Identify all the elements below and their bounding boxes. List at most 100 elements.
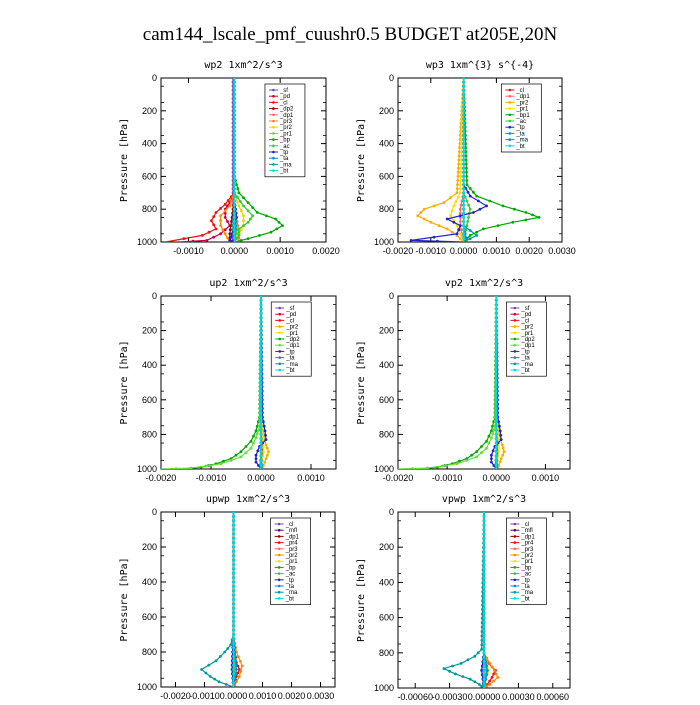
legend-label: _cl bbox=[520, 522, 529, 528]
data-point bbox=[475, 234, 479, 237]
data-point bbox=[259, 324, 263, 328]
y-tick-label: 800 bbox=[142, 647, 157, 657]
data-point bbox=[494, 333, 498, 337]
data-point bbox=[259, 428, 263, 432]
data-point bbox=[254, 460, 258, 464]
data-point bbox=[232, 183, 236, 187]
data-point bbox=[451, 664, 454, 668]
plot-frame bbox=[160, 295, 337, 470]
legend-marker bbox=[513, 350, 517, 353]
data-point bbox=[476, 651, 480, 655]
y-axis-label: Pressure [hPa] bbox=[356, 118, 367, 202]
data-point bbox=[437, 224, 441, 228]
x-tick-label: 0.0020 bbox=[312, 246, 340, 256]
data-point bbox=[244, 445, 248, 448]
data-point bbox=[232, 88, 236, 92]
legend-label: _sf bbox=[279, 88, 288, 94]
legend-label: _pr4 bbox=[520, 541, 534, 547]
data-point bbox=[204, 671, 208, 675]
y-tick-label: 800 bbox=[142, 204, 157, 214]
data-point bbox=[223, 202, 227, 206]
data-point bbox=[458, 220, 462, 223]
series-line-dp1 bbox=[161, 296, 262, 469]
data-point bbox=[232, 523, 235, 527]
data-point bbox=[281, 224, 284, 228]
data-point bbox=[232, 236, 236, 240]
data-point bbox=[259, 402, 263, 406]
data-point bbox=[478, 683, 481, 686]
data-point bbox=[494, 437, 498, 441]
data-point bbox=[494, 402, 498, 406]
data-point bbox=[432, 235, 436, 239]
data-point bbox=[246, 237, 250, 241]
data-point bbox=[232, 611, 235, 614]
legend-label: _pr2 bbox=[285, 553, 299, 559]
data-point bbox=[494, 303, 498, 306]
data-point bbox=[222, 459, 225, 463]
data-point bbox=[449, 196, 452, 200]
data-point bbox=[232, 199, 236, 203]
y-tick-label: 1000 bbox=[137, 464, 157, 474]
data-point bbox=[259, 311, 263, 315]
data-point bbox=[482, 607, 486, 611]
data-point bbox=[442, 667, 446, 670]
legend-label: _pr2 bbox=[520, 325, 534, 331]
data-point bbox=[456, 170, 460, 174]
data-point bbox=[232, 633, 235, 636]
data-point bbox=[232, 676, 235, 680]
data-point bbox=[482, 515, 486, 518]
data-point bbox=[482, 669, 486, 672]
series-line-ma bbox=[200, 512, 235, 687]
data-point bbox=[232, 175, 236, 178]
data-point bbox=[445, 227, 449, 231]
data-point bbox=[494, 320, 498, 324]
data-point bbox=[235, 668, 238, 671]
data-point bbox=[232, 567, 235, 571]
legend-label: _dp2 bbox=[279, 107, 294, 113]
data-point bbox=[259, 372, 263, 376]
data-point bbox=[494, 424, 498, 428]
series-line-ma bbox=[442, 512, 485, 688]
legend-marker bbox=[272, 169, 275, 172]
data-point bbox=[498, 424, 501, 428]
legend-marker bbox=[508, 119, 512, 123]
data-point bbox=[249, 217, 252, 221]
data-point bbox=[482, 523, 486, 527]
data-point bbox=[263, 429, 267, 433]
data-point bbox=[468, 234, 472, 237]
data-point bbox=[494, 415, 498, 419]
data-point bbox=[488, 679, 492, 683]
data-point bbox=[494, 407, 498, 410]
legend-marker bbox=[272, 101, 275, 104]
data-point bbox=[482, 519, 486, 523]
data-point bbox=[422, 207, 426, 211]
data-point bbox=[480, 684, 484, 688]
data-point bbox=[457, 166, 460, 170]
data-point bbox=[200, 234, 204, 237]
data-point bbox=[239, 669, 243, 673]
data-point bbox=[488, 199, 492, 203]
data-point bbox=[494, 672, 498, 676]
data-point bbox=[263, 460, 267, 464]
data-point bbox=[462, 232, 465, 236]
data-point bbox=[234, 672, 238, 676]
data-point bbox=[232, 593, 235, 597]
data-point bbox=[475, 455, 478, 459]
y-tick-label: 800 bbox=[379, 648, 394, 658]
panel-title: wp2 1xm^2/s^3 bbox=[204, 60, 282, 71]
data-point bbox=[459, 228, 463, 232]
data-point bbox=[259, 433, 263, 436]
legend-marker bbox=[513, 541, 517, 544]
y-axis-label: Pressure [hPa] bbox=[119, 118, 130, 202]
data-point bbox=[464, 142, 467, 146]
legend-label: _tp bbox=[285, 349, 295, 355]
data-point bbox=[498, 429, 502, 433]
x-tick-label: 0.00060 bbox=[537, 692, 570, 700]
data-point bbox=[232, 154, 236, 158]
data-point bbox=[232, 179, 236, 182]
data-point bbox=[487, 441, 491, 445]
data-point bbox=[251, 214, 255, 218]
legend-marker bbox=[513, 559, 517, 563]
legend-label: _ma bbox=[285, 362, 298, 368]
data-point bbox=[462, 216, 465, 219]
